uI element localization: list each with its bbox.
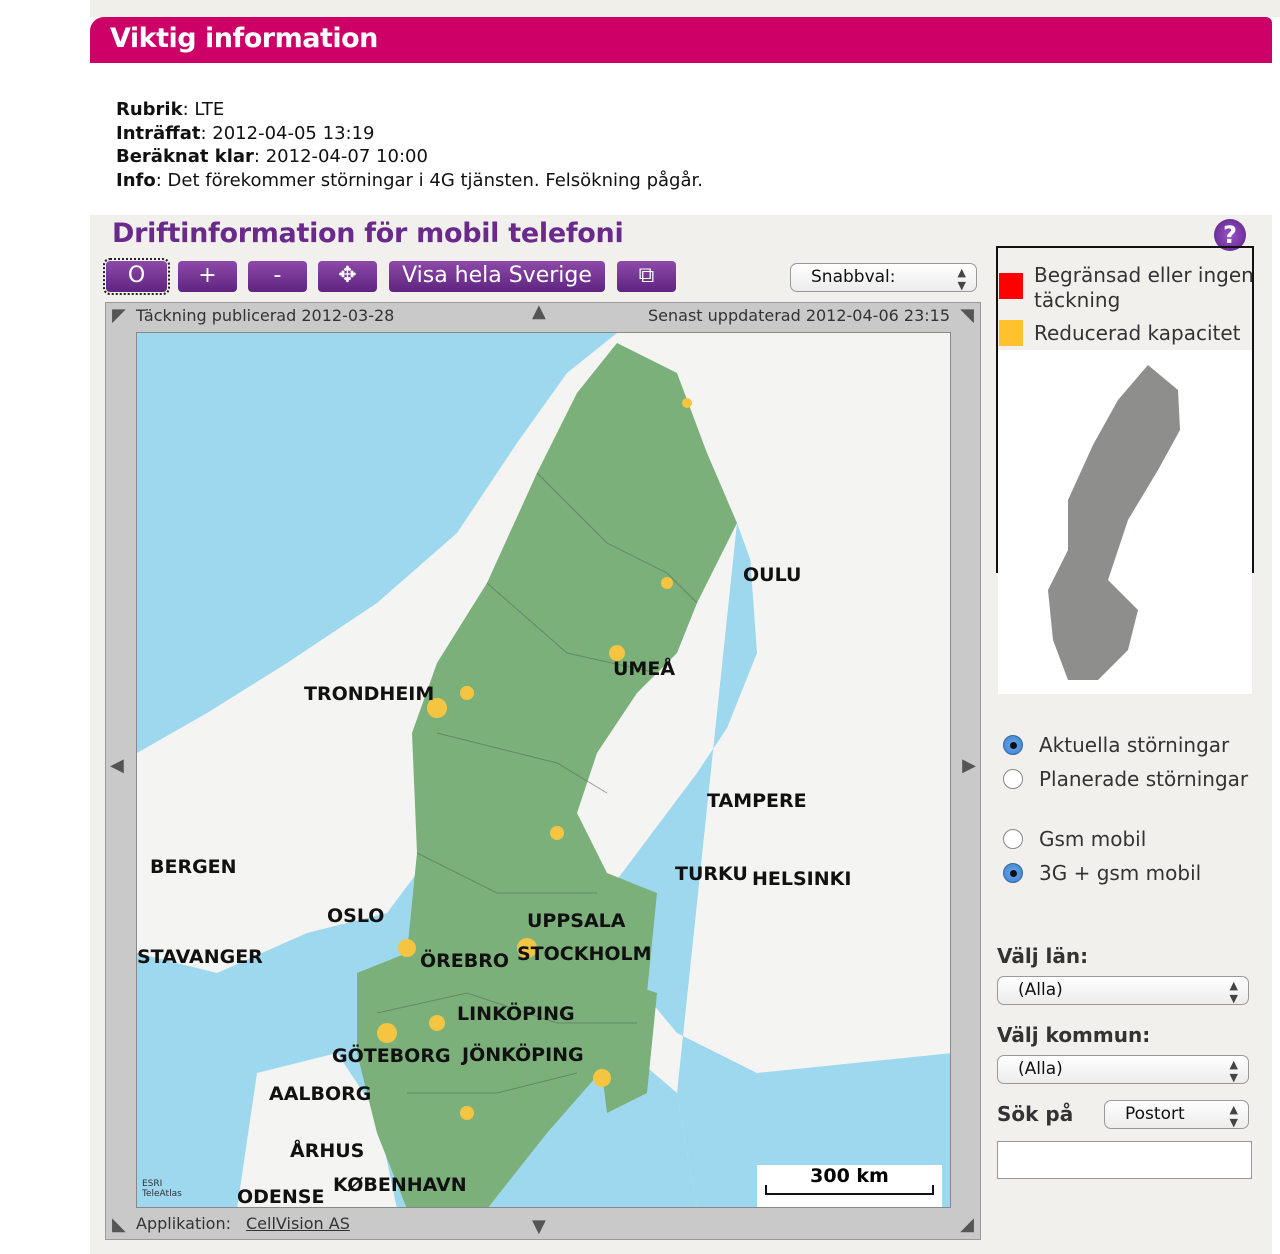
rubrik-value: LTE xyxy=(194,99,225,120)
city-label: ÅRHUS xyxy=(290,1140,365,1162)
info-label: Info xyxy=(116,169,156,191)
coverage-gotland xyxy=(597,983,657,1113)
radio-planned-disturbances[interactable]: Planerade störningar xyxy=(1003,767,1248,791)
radio-unchecked-icon[interactable] xyxy=(1003,829,1023,849)
search-label: Sök på xyxy=(997,1102,1074,1126)
window-button[interactable]: ⧉ xyxy=(617,261,676,292)
search-type-dropdown[interactable]: Postort ▲ ▼ xyxy=(1104,1100,1249,1129)
coverage-published: Täckning publicerad 2012-03-28 xyxy=(136,306,395,325)
city-label: STAVANGER xyxy=(137,946,263,968)
city-label: AALBORG xyxy=(269,1083,372,1105)
application-label: Applikation: xyxy=(136,1214,231,1233)
city-label: TRONDHEIM xyxy=(304,683,435,705)
pan-southeast-icon[interactable]: ◢ xyxy=(960,1214,974,1235)
show-all-sweden-button[interactable]: Visa hela Sverige xyxy=(389,261,605,292)
pan-northeast-icon[interactable]: ◥ xyxy=(960,305,974,326)
radio-label: Aktuella störningar xyxy=(1039,733,1230,757)
radio-label: 3G + gsm mobil xyxy=(1039,861,1202,885)
updown-arrow-icon: ▲ ▼ xyxy=(1229,1058,1238,1084)
banner-title: Viktig information xyxy=(90,17,1272,63)
legend-label: Reducerad kapacitet xyxy=(1034,321,1241,345)
cellvision-link[interactable]: CellVision AS xyxy=(246,1214,350,1233)
pan-south-icon[interactable]: ▼ xyxy=(532,1216,546,1237)
zoom-in-button[interactable]: + xyxy=(178,261,237,292)
city-label: JÖNKÖPING xyxy=(462,1044,584,1066)
region-borders xyxy=(376,472,698,1094)
land-denmark xyxy=(237,1053,397,1207)
updown-arrow-icon: ▲ ▼ xyxy=(1229,1103,1238,1129)
legend-label: Begränsad eller ingen täckning xyxy=(1034,263,1254,312)
city-label: KØBENHAVN xyxy=(333,1174,467,1196)
land-finland xyxy=(717,394,950,913)
updown-arrow-icon: ▲ ▼ xyxy=(1229,979,1238,1005)
pan-west-icon[interactable]: ◀ xyxy=(110,755,124,776)
map-graphic xyxy=(137,333,950,1207)
sweden-overview-graphic xyxy=(1048,365,1180,680)
city-label: TURKU xyxy=(675,863,748,885)
pan-southwest-icon[interactable]: ◣ xyxy=(112,1214,126,1235)
city-label: BERGEN xyxy=(150,856,237,878)
legend-swatch-yellow xyxy=(999,320,1023,346)
city-label: OSLO xyxy=(327,905,385,927)
legend-swatch-red xyxy=(999,273,1023,299)
land-finland-water xyxy=(607,523,950,1207)
intraffat-label: Inträffat xyxy=(116,122,201,144)
pan-northwest-icon[interactable]: ◤ xyxy=(112,305,126,326)
lan-label: Välj län: xyxy=(997,944,1089,968)
city-label: GÖTEBORG xyxy=(332,1045,451,1067)
kommun-value: (Alla) xyxy=(1018,1059,1063,1079)
updown-arrow-icon: ▲ ▼ xyxy=(957,266,966,292)
overview-map[interactable] xyxy=(998,350,1252,694)
map-frame: Täckning publicerad 2012-03-28 Senast up… xyxy=(105,301,981,1240)
city-label: LINKÖPING xyxy=(457,1003,575,1025)
radio-checked-icon[interactable] xyxy=(1003,863,1023,883)
radio-unchecked-icon[interactable] xyxy=(1003,769,1023,789)
incident-info: Rubrik: LTE Inträffat: 2012-04-05 13:19 … xyxy=(116,99,703,191)
zoom-out-button[interactable]: - xyxy=(248,261,307,292)
city-label: OULU xyxy=(743,564,802,586)
city-label: TAMPERE xyxy=(707,790,807,812)
radio-current-disturbances[interactable]: Aktuella störningar xyxy=(1003,733,1229,757)
radio-checked-icon[interactable] xyxy=(1003,735,1023,755)
quick-select-value: Snabbval: xyxy=(811,267,896,287)
city-label: ODENSE xyxy=(237,1186,325,1208)
reset-button[interactable]: O xyxy=(103,258,170,295)
scale-bar: 300 km xyxy=(757,1165,942,1207)
section-title: Driftinformation för mobil telefoni xyxy=(112,218,624,249)
radio-3g-gsm[interactable]: 3G + gsm mobil xyxy=(1003,861,1201,885)
lan-value: (Alla) xyxy=(1018,980,1063,1000)
city-label: STOCKHOLM xyxy=(517,943,652,965)
city-label: UPPSALA xyxy=(527,910,626,932)
help-icon[interactable]: ? xyxy=(1214,219,1246,251)
search-input[interactable] xyxy=(997,1141,1252,1179)
search-type-value: Postort xyxy=(1125,1104,1185,1124)
pan-east-icon[interactable]: ▶ xyxy=(962,755,976,776)
radio-label: Gsm mobil xyxy=(1039,827,1147,851)
radio-label: Planerade störningar xyxy=(1039,767,1249,791)
klar-value: 2012-04-07 10:00 xyxy=(265,146,428,167)
scale-label: 300 km xyxy=(810,1165,889,1187)
city-label: ÖREBRO xyxy=(420,950,510,972)
intraffat-value: 2012-04-05 13:19 xyxy=(212,122,375,144)
top-strip xyxy=(90,0,1280,17)
radio-gsm[interactable]: Gsm mobil xyxy=(1003,827,1146,851)
klar-label: Beräknat klar xyxy=(116,146,254,167)
city-label: HELSINKI xyxy=(752,868,852,890)
quick-select-dropdown[interactable]: Snabbval: ▲ ▼ xyxy=(790,263,977,292)
rubrik-label: Rubrik xyxy=(116,99,183,120)
kommun-label: Välj kommun: xyxy=(997,1023,1151,1047)
lan-dropdown[interactable]: (Alla) ▲ ▼ xyxy=(997,976,1249,1005)
reduced-capacity-areas xyxy=(377,398,692,1120)
map-attribution: ESRI TeleAtlas xyxy=(142,1179,182,1199)
info-value: Det förekommer störningar i 4G tjänsten.… xyxy=(167,169,703,191)
map-canvas[interactable]: OULU UMEÅ TRONDHEIM TAMPERE BERGEN TURKU… xyxy=(136,332,951,1208)
city-label: UMEÅ xyxy=(613,658,676,680)
kommun-dropdown[interactable]: (Alla) ▲ ▼ xyxy=(997,1055,1249,1084)
pan-north-icon[interactable]: ▲ xyxy=(532,301,546,322)
last-updated: Senast uppdaterad 2012-04-06 23:15 xyxy=(648,306,950,325)
pan-button[interactable]: ✥ xyxy=(318,261,377,292)
